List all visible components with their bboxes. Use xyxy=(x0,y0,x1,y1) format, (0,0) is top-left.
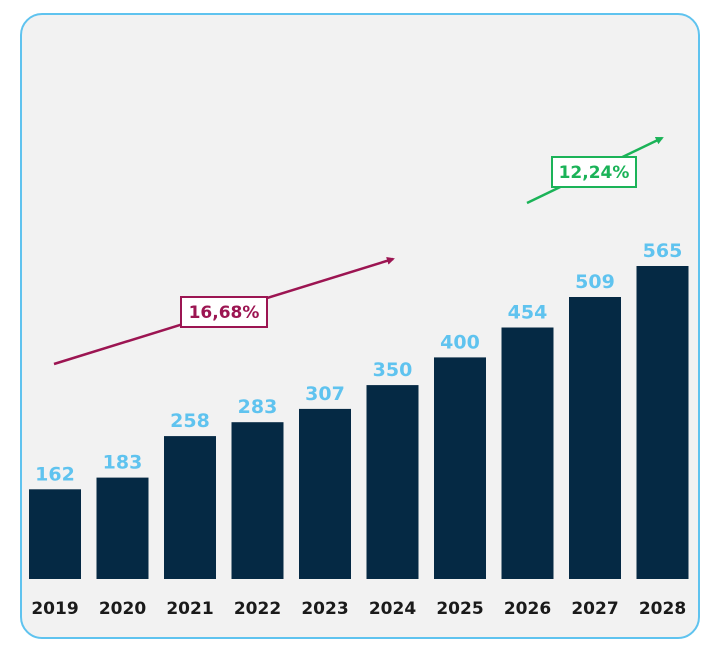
x-tick-2028: 2028 xyxy=(639,599,686,619)
bar-2022 xyxy=(231,422,284,579)
bar-2023 xyxy=(299,408,351,579)
growth-annotation-1: 16,68% xyxy=(53,256,395,366)
value-labels-group: 162 183 258 283 307 350 400 454 509 565 xyxy=(35,240,682,485)
x-tick-2027: 2027 xyxy=(571,599,618,619)
bar-2021 xyxy=(164,436,216,579)
value-label-2022: 283 xyxy=(238,396,278,418)
growth-label-box-1 xyxy=(180,296,268,328)
x-tick-2025: 2025 xyxy=(436,599,483,619)
x-tick-2019: 2019 xyxy=(31,599,78,619)
growth-rate-label-1: 16,68% xyxy=(189,303,260,323)
bar-2026 xyxy=(501,327,554,579)
x-tick-2023: 2023 xyxy=(301,599,348,619)
growth-annotation-2: 12,24% xyxy=(526,136,664,205)
growth-label-box-2 xyxy=(551,156,637,188)
bar-2025 xyxy=(434,357,486,579)
x-tick-2024: 2024 xyxy=(369,599,416,619)
x-tick-2020: 2020 xyxy=(99,599,146,619)
bar-2020 xyxy=(96,477,149,579)
bar-2027 xyxy=(569,297,621,579)
bars-group xyxy=(29,266,689,579)
bar-2024 xyxy=(366,385,419,579)
growth-annotations: 16,68% 12,24% xyxy=(53,136,664,366)
x-axis-labels: 2019 2020 2021 2022 2023 2024 2025 2026 2027 2028 xyxy=(31,599,686,619)
value-label-2026: 454 xyxy=(508,302,548,324)
value-label-2019: 162 xyxy=(35,463,75,485)
x-tick-2021: 2021 xyxy=(166,599,213,619)
growth-rate-label-2: 12,24% xyxy=(559,163,630,183)
value-label-2028: 565 xyxy=(643,240,683,262)
value-label-2020: 183 xyxy=(103,452,143,474)
value-label-2023: 307 xyxy=(305,383,345,405)
x-tick-2022: 2022 xyxy=(234,599,281,619)
value-label-2021: 258 xyxy=(170,410,210,432)
bar-2019 xyxy=(29,489,81,579)
bar-2028 xyxy=(636,266,689,579)
value-label-2025: 400 xyxy=(440,331,480,353)
value-label-2027: 509 xyxy=(575,271,615,293)
value-label-2024: 350 xyxy=(373,359,413,381)
x-tick-2026: 2026 xyxy=(504,599,551,619)
